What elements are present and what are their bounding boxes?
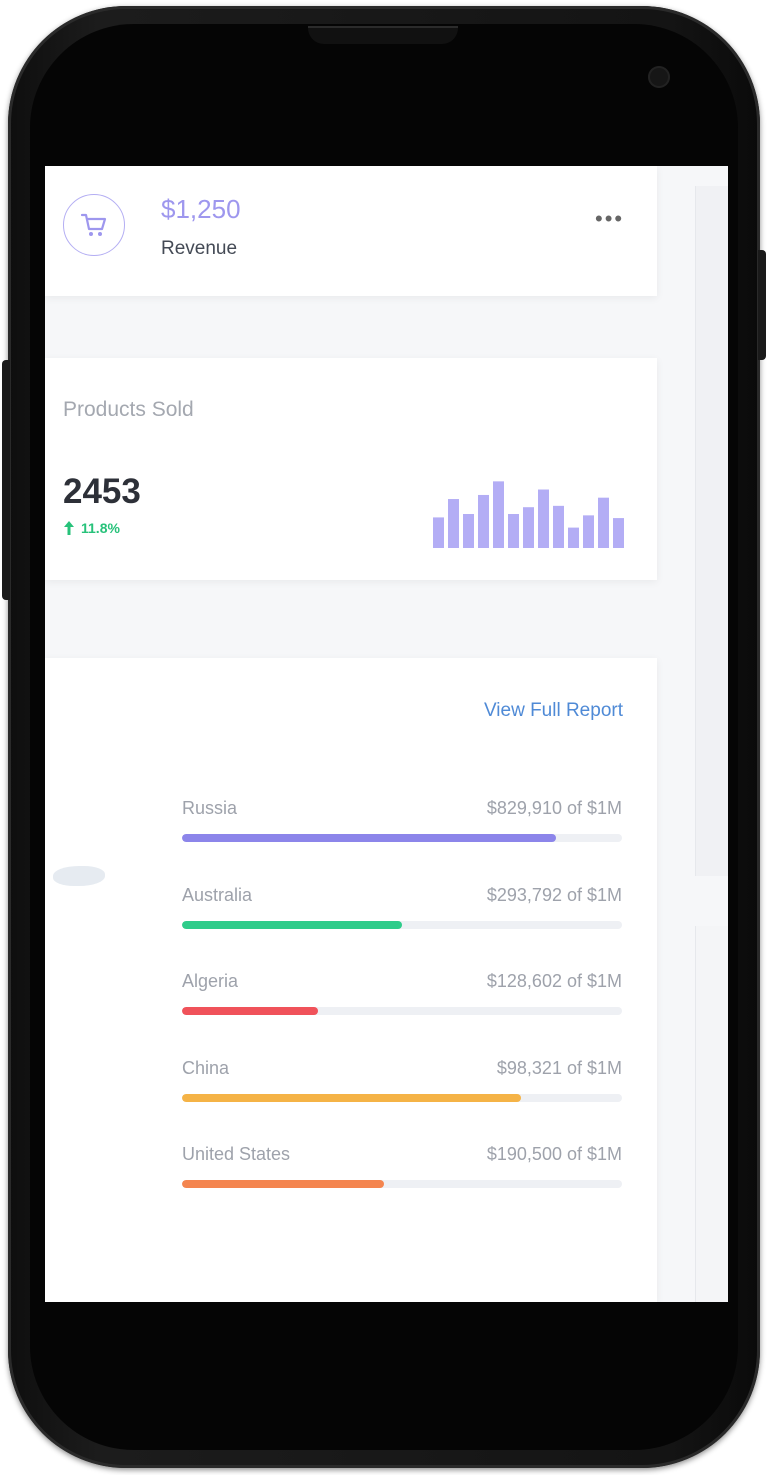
trend-indicator: 11.8% bbox=[63, 520, 120, 536]
sparkline-bar bbox=[598, 497, 609, 548]
progress-track bbox=[182, 834, 622, 842]
sparkline-bar bbox=[478, 494, 489, 548]
cart-icon bbox=[80, 213, 107, 236]
sparkline-bar bbox=[568, 527, 579, 548]
progress-track bbox=[182, 1094, 622, 1102]
country-amount: $128,602 of $1M bbox=[486, 971, 622, 991]
country-name: United States bbox=[182, 1144, 291, 1164]
sparkline-bar bbox=[523, 507, 534, 548]
revenue-value: $1,250 bbox=[161, 194, 241, 224]
country-amount: $829,910 of $1M bbox=[486, 798, 622, 818]
products-sold-title: Products Sold bbox=[63, 398, 194, 421]
products-sold-value: 2453 bbox=[63, 472, 141, 511]
sparkline-bar bbox=[613, 518, 624, 548]
country-amount: $98,321 of $1M bbox=[496, 1058, 622, 1078]
revenue-label: Revenue bbox=[161, 238, 238, 259]
sparkline-bar bbox=[493, 481, 504, 548]
speaker-grille bbox=[308, 26, 458, 44]
progress-track bbox=[182, 1180, 622, 1188]
country-amount: $190,500 of $1M bbox=[486, 1144, 622, 1164]
adjacent-card-edge bbox=[695, 186, 728, 876]
adjacent-card-edge bbox=[695, 926, 728, 1302]
trend-percent: 11.8% bbox=[81, 520, 120, 536]
sales-by-country-card: View Full Report Russia $829,910 of $1M … bbox=[45, 658, 657, 1302]
volume-button bbox=[2, 360, 10, 600]
progress-track bbox=[182, 1007, 622, 1015]
sparkline-bar bbox=[583, 515, 594, 548]
sparkline-bar bbox=[433, 517, 444, 548]
front-camera bbox=[648, 66, 670, 88]
sparkline-bar bbox=[448, 499, 459, 548]
products-sparkline bbox=[433, 481, 624, 548]
power-button bbox=[758, 250, 766, 360]
cart-icon-badge bbox=[63, 194, 125, 256]
country-amount: $293,792 of $1M bbox=[486, 885, 622, 905]
country-name: China bbox=[182, 1058, 230, 1078]
progress-fill bbox=[182, 834, 556, 842]
progress-fill bbox=[182, 921, 402, 929]
country-name: Algeria bbox=[182, 971, 239, 991]
progress-fill bbox=[182, 1007, 319, 1015]
progress-track bbox=[182, 921, 622, 929]
progress-fill bbox=[182, 1094, 521, 1102]
more-horizontal-icon[interactable]: ••• bbox=[595, 206, 625, 231]
sparkline-bar bbox=[463, 514, 474, 548]
view-full-report-link[interactable]: View Full Report bbox=[483, 700, 623, 721]
revenue-card: $1,250 Revenue ••• bbox=[45, 166, 657, 296]
map-fragment bbox=[53, 866, 105, 886]
arrow-up-icon bbox=[64, 521, 74, 535]
progress-fill bbox=[182, 1180, 385, 1188]
sparkline-bar bbox=[538, 489, 549, 548]
app-screen: $1,250 Revenue ••• Products Sold 2453 11… bbox=[45, 166, 728, 1302]
sparkline-bar bbox=[553, 505, 564, 548]
sparkline-bar bbox=[508, 514, 519, 548]
country-name: Australia bbox=[182, 885, 253, 905]
country-name: Russia bbox=[182, 798, 238, 818]
